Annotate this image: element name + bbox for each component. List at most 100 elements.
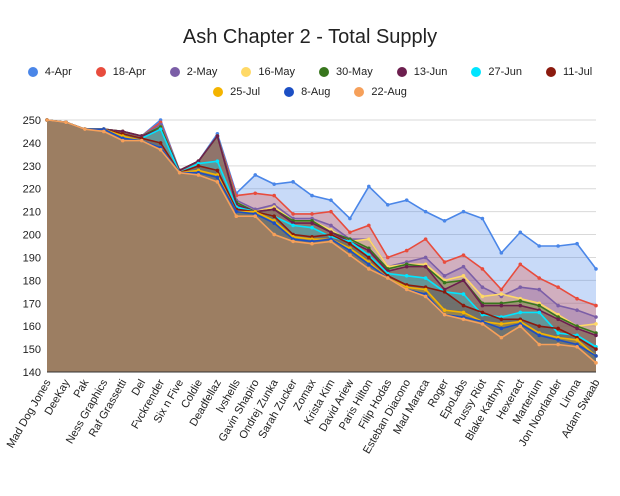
data-point <box>404 287 409 292</box>
legend-item[interactable]: 4-Apr <box>27 66 72 78</box>
legend-item[interactable]: 18-Apr <box>95 66 146 78</box>
legend-item[interactable]: 27-Jun <box>471 66 522 78</box>
data-point <box>461 209 466 214</box>
data-point <box>234 214 239 219</box>
legend-label: 8-Aug <box>301 86 331 98</box>
legend-item[interactable]: 11-Jul <box>546 66 592 78</box>
data-point <box>480 216 485 221</box>
data-point <box>442 308 447 312</box>
line-11-Jul <box>46 119 597 350</box>
data-point <box>594 361 598 365</box>
data-point <box>442 219 447 223</box>
data-point <box>291 180 295 184</box>
data-point <box>139 138 144 143</box>
legend-marker <box>27 67 38 77</box>
y-tick-label: 210 <box>23 207 41 219</box>
data-point <box>215 175 220 180</box>
legend-marker <box>213 87 224 97</box>
legend-label: 18-Apr <box>112 66 146 78</box>
data-point <box>367 255 371 260</box>
data-point <box>423 255 428 260</box>
data-point <box>480 310 485 315</box>
data-point <box>272 193 276 198</box>
y-tick-label: 190 <box>23 252 41 264</box>
data-point <box>367 248 371 253</box>
data-point <box>442 312 447 317</box>
line-22-Aug <box>46 119 597 364</box>
data-point <box>461 273 466 278</box>
legend-label: 30-May <box>336 66 373 78</box>
legend-label: 4-Apr <box>44 66 72 78</box>
data-point <box>480 322 485 326</box>
data-point <box>518 262 523 267</box>
data-point <box>310 193 314 198</box>
data-point <box>499 251 504 255</box>
data-point <box>272 207 276 212</box>
legend-row-1: 4-Apr 18-Apr 2-May 16-May 30-May 13-Jun 27-Jun… <box>0 62 620 82</box>
y-tick-label: 160 <box>23 321 41 333</box>
data-point <box>348 241 352 246</box>
data-point <box>461 310 466 315</box>
legend-item[interactable]: 8-Aug <box>284 86 330 98</box>
data-point <box>423 264 428 269</box>
data-point <box>499 322 504 326</box>
data-point <box>367 223 371 228</box>
data-point <box>442 273 447 278</box>
data-point <box>310 225 314 230</box>
data-point <box>158 147 163 152</box>
data-point <box>272 182 276 186</box>
line-13-Jun <box>46 119 597 337</box>
data-point <box>594 354 598 358</box>
legend-marker <box>95 67 106 77</box>
legend-item[interactable]: 25-Jul <box>213 86 260 98</box>
legend-label: 25-Jul <box>230 86 261 98</box>
data-point <box>83 127 87 131</box>
legend-item[interactable]: 30-May <box>319 66 373 78</box>
data-point <box>423 294 428 299</box>
area-series <box>47 120 596 372</box>
data-point <box>537 244 542 248</box>
legend-item[interactable]: 2-May <box>169 66 218 78</box>
data-point <box>272 232 276 237</box>
data-point <box>329 223 333 228</box>
data-point <box>556 331 560 335</box>
data-point <box>329 209 333 214</box>
data-point <box>158 127 163 131</box>
legend-marker <box>354 87 365 97</box>
data-point <box>537 333 542 338</box>
data-point <box>556 338 560 342</box>
data-point <box>556 244 560 248</box>
data-point <box>499 292 504 296</box>
data-point <box>215 134 220 138</box>
data-point <box>518 310 523 315</box>
data-point <box>594 347 598 351</box>
data-point <box>461 303 466 308</box>
data-point <box>404 264 409 269</box>
legend-item[interactable]: 13-Jun <box>396 66 447 78</box>
data-point <box>518 299 523 303</box>
y-tick-label: 200 <box>23 230 41 242</box>
data-point <box>404 248 409 253</box>
data-point <box>594 315 598 319</box>
y-tick-label: 170 <box>23 298 41 310</box>
data-point <box>442 260 447 264</box>
legend-label: 16-May <box>258 66 296 78</box>
legend-label: 2-May <box>186 66 218 78</box>
data-point <box>385 276 390 280</box>
legend-marker <box>546 67 556 77</box>
data-point <box>518 230 523 235</box>
data-point <box>480 303 485 308</box>
data-point <box>499 303 504 308</box>
data-point <box>575 241 579 246</box>
data-point <box>253 191 258 196</box>
data-point <box>499 335 504 340</box>
data-point <box>234 209 239 214</box>
line-series <box>45 118 598 365</box>
chart-title: Ash Chapter 2 - Total Supply <box>182 26 438 48</box>
data-point <box>101 129 106 134</box>
legend-item[interactable]: 16-May <box>241 66 295 78</box>
legend-row-2: 25-Jul 8-Aug 22-Aug <box>0 82 620 102</box>
data-point <box>367 237 371 241</box>
legend-item[interactable]: 22-Aug <box>354 86 407 98</box>
data-point <box>367 267 371 271</box>
